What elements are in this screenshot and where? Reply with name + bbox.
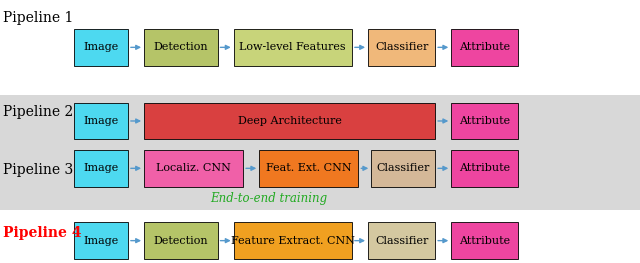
- Text: Detection: Detection: [154, 236, 208, 246]
- Text: Feat. Ext. CNN: Feat. Ext. CNN: [266, 163, 351, 173]
- Text: Image: Image: [83, 116, 118, 126]
- Bar: [74, 29, 128, 66]
- Bar: [234, 29, 352, 66]
- Bar: [0, 95, 640, 210]
- Bar: [451, 222, 518, 259]
- Bar: [368, 222, 435, 259]
- Bar: [368, 29, 435, 66]
- Bar: [144, 29, 218, 66]
- Bar: [451, 103, 518, 139]
- Bar: [144, 222, 218, 259]
- Text: Attribute: Attribute: [460, 163, 510, 173]
- Bar: [144, 103, 435, 139]
- Text: Classifier: Classifier: [376, 163, 430, 173]
- Bar: [451, 29, 518, 66]
- Bar: [234, 222, 352, 259]
- Bar: [144, 150, 243, 187]
- Text: Classifier: Classifier: [375, 236, 428, 246]
- Text: Attribute: Attribute: [460, 236, 510, 246]
- Bar: [74, 103, 128, 139]
- Bar: [74, 150, 128, 187]
- Text: Attribute: Attribute: [460, 42, 510, 52]
- Text: Feature Extract. CNN: Feature Extract. CNN: [231, 236, 355, 246]
- Text: Low-level Features: Low-level Features: [239, 42, 346, 52]
- Text: Image: Image: [83, 163, 118, 173]
- Text: Image: Image: [83, 42, 118, 52]
- Bar: [371, 150, 435, 187]
- Text: Detection: Detection: [154, 42, 208, 52]
- Bar: [451, 150, 518, 187]
- Bar: [259, 150, 358, 187]
- Text: End-to-end training: End-to-end training: [210, 192, 328, 205]
- Text: Image: Image: [83, 236, 118, 246]
- Text: Localiz. CNN: Localiz. CNN: [156, 163, 231, 173]
- Text: Pipeline 1: Pipeline 1: [3, 11, 74, 24]
- Bar: [74, 222, 128, 259]
- Text: Pipeline 4: Pipeline 4: [3, 226, 82, 240]
- Text: Classifier: Classifier: [375, 42, 428, 52]
- Text: Pipeline 2: Pipeline 2: [3, 105, 74, 119]
- Text: Pipeline 3: Pipeline 3: [3, 163, 74, 177]
- Text: Attribute: Attribute: [460, 116, 510, 126]
- Text: Deep Architecture: Deep Architecture: [237, 116, 342, 126]
